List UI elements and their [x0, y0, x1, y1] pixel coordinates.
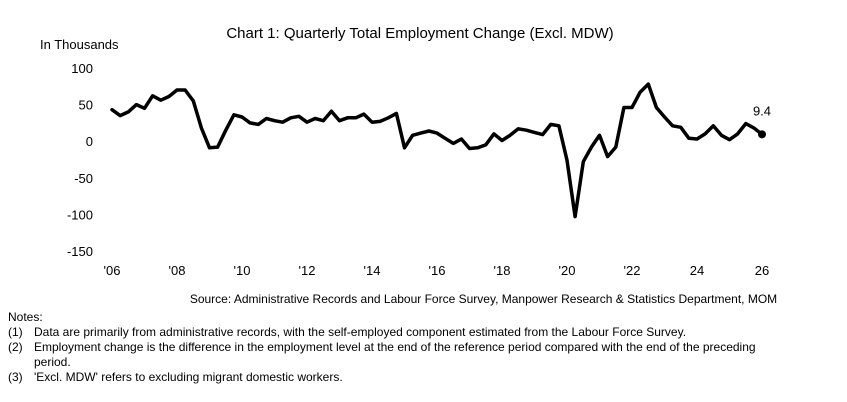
note-number: (1): [8, 325, 23, 339]
x-tick-label: '08: [169, 263, 186, 278]
note-number: (2): [8, 340, 23, 354]
note-text: Employment change is the difference in t…: [34, 340, 756, 369]
y-tick-label: -150: [67, 244, 93, 259]
y-ticks: 100 50 0 -50 -100 -150: [67, 61, 93, 259]
y-tick-label: -50: [74, 171, 93, 186]
last-value-label: 9.4: [753, 103, 771, 118]
y-tick-label: 0: [86, 134, 93, 149]
x-tick-label: '12: [299, 263, 316, 278]
x-tick-label: '06: [104, 263, 121, 278]
x-tick-label: '16: [429, 263, 446, 278]
y-axis-label: In Thousands: [40, 37, 119, 52]
note-item: (3) 'Excl. MDW' refers to excluding migr…: [8, 370, 774, 385]
note-text: Data are primarily from administrative r…: [34, 325, 687, 339]
x-ticks: '06 '08 '10 '12 '14 '16 '18 '20 '22 24 26: [104, 263, 770, 278]
x-tick-label: '14: [364, 263, 381, 278]
y-tick-label: -100: [67, 207, 93, 222]
x-tick-label: 24: [690, 263, 704, 278]
y-tick-label: 50: [79, 98, 93, 113]
chart-title: Chart 1: Quarterly Total Employment Chan…: [226, 25, 613, 42]
chart: Chart 1: Quarterly Total Employment Chan…: [40, 25, 771, 278]
x-tick-label: 26: [755, 263, 769, 278]
note-number: (3): [8, 370, 23, 384]
x-tick-label: '10: [234, 263, 251, 278]
last-point-marker: [758, 130, 766, 139]
x-tick-label: '18: [494, 263, 511, 278]
y-tick-label: 100: [71, 61, 93, 76]
series-line: [110, 82, 764, 219]
x-tick-label: '20: [559, 263, 576, 278]
notes-heading: Notes:: [8, 310, 43, 324]
note-text: 'Excl. MDW' refers to excluding migrant …: [34, 370, 343, 384]
note-item: (1) Data are primarily from administrati…: [8, 325, 774, 340]
note-item: (2) Employment change is the difference …: [8, 340, 774, 370]
source-note: Source: Administrative Records and Labou…: [189, 292, 778, 306]
notes: Notes: (1) Data are primarily from admin…: [8, 310, 774, 385]
x-tick-label: '22: [624, 263, 641, 278]
